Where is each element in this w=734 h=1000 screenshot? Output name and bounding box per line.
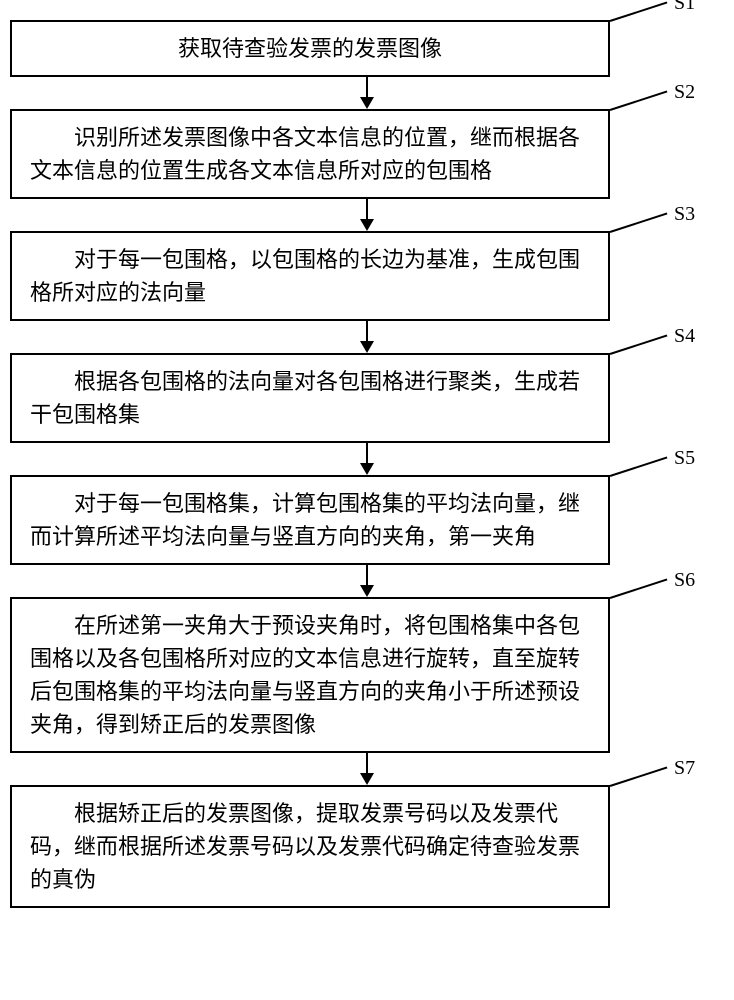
flowchart-arrow (67, 321, 667, 353)
flowchart-step-row: 在所述第一夹角大于预设夹角时，将包围格集中各包围格以及各包围格所对应的文本信息进… (10, 597, 724, 753)
flowchart-step-box: 对于每一包围格，以包围格的长边为基准，生成包围格所对应的法向量 (10, 231, 610, 321)
step-text: 根据矫正后的发票图像，提取发票号码以及发票代码，继而根据所述发票号码以及发票代码… (30, 801, 580, 892)
flowchart-arrow (67, 565, 667, 597)
step-text: 根据各包围格的法向量对各包围格进行聚类，生成若干包围格集 (30, 369, 580, 427)
arrow-shaft (366, 199, 368, 219)
flowchart-arrow (67, 753, 667, 785)
flowchart-step-row: 根据矫正后的发票图像，提取发票号码以及发票代码，继而根据所述发票号码以及发票代码… (10, 785, 724, 908)
arrow-shaft (366, 565, 368, 585)
step-text: 对于每一包围格集，计算包围格集的平均法向量，继而计算所述平均法向量与竖直方向的夹… (30, 491, 580, 549)
flowchart-arrow (67, 443, 667, 475)
flowchart-step-box: 根据各包围格的法向量对各包围格进行聚类，生成若干包围格集 (10, 353, 610, 443)
step-label: S4 (674, 325, 695, 348)
flowchart-arrow (67, 77, 667, 109)
arrow-head-icon (360, 219, 374, 231)
flowchart-step-row: 根据各包围格的法向量对各包围格进行聚类，生成若干包围格集S4 (10, 353, 724, 443)
flowchart-step-row: 识别所述发票图像中各文本信息的位置，继而根据各文本信息的位置生成各文本信息所对应… (10, 109, 724, 199)
flowchart-step-row: 获取待查验发票的发票图像S1 (10, 20, 724, 77)
flowchart-step-box: 根据矫正后的发票图像，提取发票号码以及发票代码，继而根据所述发票号码以及发票代码… (10, 785, 610, 908)
arrow-shaft (366, 321, 368, 341)
flowchart-step-box: 对于每一包围格集，计算包围格集的平均法向量，继而计算所述平均法向量与竖直方向的夹… (10, 475, 610, 565)
flowchart-step-row: 对于每一包围格，以包围格的长边为基准，生成包围格所对应的法向量S3 (10, 231, 724, 321)
step-text: 对于每一包围格，以包围格的长边为基准，生成包围格所对应的法向量 (30, 247, 580, 305)
step-text: 在所述第一夹角大于预设夹角时，将包围格集中各包围格以及各包围格所对应的文本信息进… (30, 613, 580, 737)
flowchart-container: 获取待查验发票的发票图像S1 识别所述发票图像中各文本信息的位置，继而根据各文本信… (10, 20, 724, 908)
step-label: S1 (674, 0, 695, 15)
arrow-shaft (366, 77, 368, 97)
arrow-head-icon (360, 341, 374, 353)
arrow-head-icon (360, 463, 374, 475)
step-label: S5 (674, 447, 695, 470)
flowchart-step-box: 识别所述发票图像中各文本信息的位置，继而根据各文本信息的位置生成各文本信息所对应… (10, 109, 610, 199)
arrow-head-icon (360, 585, 374, 597)
flowchart-step-box: 在所述第一夹角大于预设夹角时，将包围格集中各包围格以及各包围格所对应的文本信息进… (10, 597, 610, 753)
flowchart-step-row: 对于每一包围格集，计算包围格集的平均法向量，继而计算所述平均法向量与竖直方向的夹… (10, 475, 724, 565)
arrow-head-icon (360, 97, 374, 109)
flowchart-arrow (67, 199, 667, 231)
step-label: S2 (674, 81, 695, 104)
arrow-shaft (366, 443, 368, 463)
step-text: 获取待查验发票的发票图像 (178, 36, 442, 61)
arrow-head-icon (360, 773, 374, 785)
step-label: S6 (674, 569, 695, 592)
step-label: S3 (674, 203, 695, 226)
flowchart-step-box: 获取待查验发票的发票图像 (10, 20, 610, 77)
arrow-shaft (366, 753, 368, 773)
label-connector-line (610, 2, 668, 22)
step-label: S7 (674, 757, 695, 780)
step-text: 识别所述发票图像中各文本信息的位置，继而根据各文本信息的位置生成各文本信息所对应… (30, 125, 580, 183)
